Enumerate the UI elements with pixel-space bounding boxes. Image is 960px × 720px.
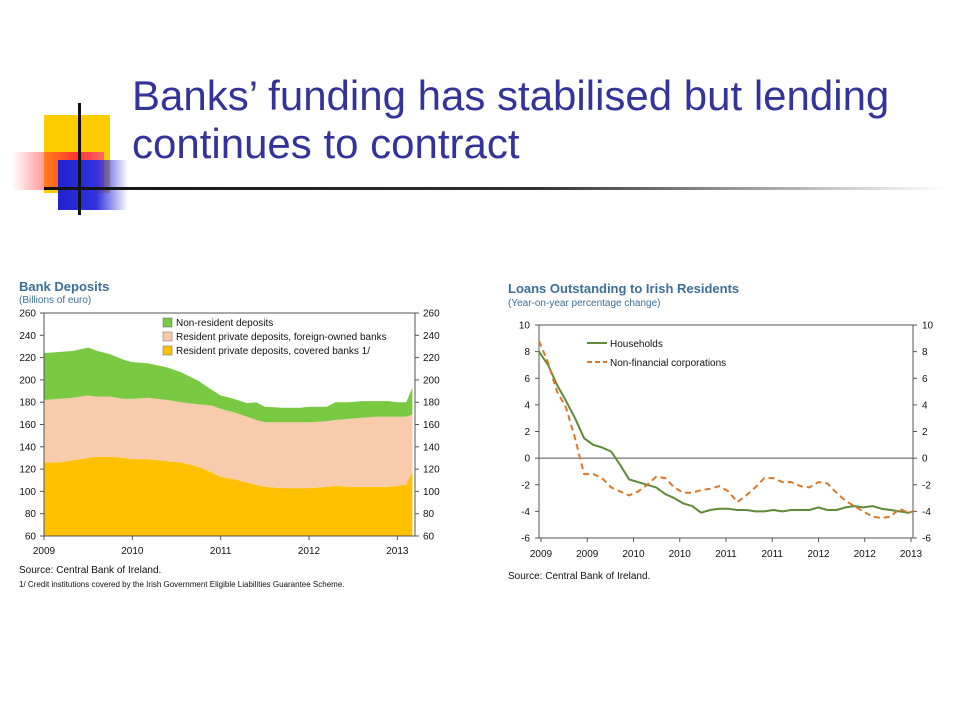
legend-label: Non-financial corporations — [610, 358, 726, 369]
y-tick-label-right: -6 — [922, 534, 931, 545]
y-tick-label-right: 160 — [423, 420, 440, 431]
x-tick-label: 2010 — [622, 549, 645, 560]
area-series-2 — [44, 395, 413, 489]
y-tick-label-left: -2 — [521, 480, 530, 491]
chart-1-footnote: 1/ Credit institutions covered by the Ir… — [19, 580, 345, 589]
y-tick-label-left: 4 — [524, 400, 530, 411]
y-tick-label-right: -2 — [922, 480, 931, 491]
y-tick-label-right: 140 — [423, 442, 440, 453]
y-tick-label-right: 2 — [922, 427, 928, 438]
y-tick-label-right: 8 — [922, 347, 928, 358]
x-tick-label: 2012 — [854, 549, 877, 560]
y-tick-label-right: 6 — [922, 374, 928, 385]
title-underline — [44, 187, 944, 190]
chart-2-title: Loans Outstanding to Irish Residents — [508, 281, 740, 296]
y-tick-label-right: 80 — [423, 509, 435, 520]
y-tick-label-left: 0 — [524, 454, 530, 465]
x-tick-label: 2010 — [121, 546, 144, 557]
y-tick-label-right: 4 — [922, 400, 928, 411]
y-tick-label-left: 80 — [25, 509, 37, 520]
x-tick-label: 2011 — [761, 549, 783, 560]
y-tick-label-left: 2 — [524, 427, 530, 438]
y-tick-label-left: 6 — [524, 374, 530, 385]
chart-1-subtitle: (Billions of euro) — [19, 295, 92, 306]
y-tick-label-right: -4 — [922, 507, 931, 518]
x-tick-label: 2011 — [715, 549, 737, 560]
legend-label: Resident private deposits, foreign-owned… — [176, 332, 387, 343]
y-tick-label-left: 120 — [19, 465, 36, 476]
y-tick-label-right: 120 — [423, 465, 440, 476]
y-tick-label-right: 10 — [922, 321, 934, 332]
legend-label: Non-resident deposits — [176, 318, 273, 329]
y-tick-label-left: 140 — [19, 442, 36, 453]
chart-1-title: Bank Deposits — [19, 279, 110, 294]
legend-swatch — [162, 317, 173, 328]
x-tick-label: 2013 — [386, 546, 409, 557]
slide-title: Banks’ funding has stabilised but lendin… — [132, 72, 890, 167]
legend-swatch — [162, 345, 173, 356]
chart-2-subtitle: (Year-on-year percentage change) — [508, 298, 661, 309]
x-tick-label: 2010 — [669, 549, 692, 560]
y-tick-label-left: -4 — [521, 507, 530, 518]
y-tick-label-right: 100 — [423, 487, 440, 498]
x-tick-label: 2009 — [530, 549, 553, 560]
chart-2-source: Source: Central Bank of Ireland. — [508, 571, 651, 582]
line-series-1 — [538, 351, 914, 514]
y-tick-label-right: 260 — [423, 309, 440, 320]
y-tick-label-left: 220 — [19, 353, 36, 364]
x-tick-label: 2012 — [298, 546, 321, 557]
y-tick-label-right: 220 — [423, 353, 440, 364]
y-tick-label-right: 180 — [423, 398, 440, 409]
y-tick-label-left: 60 — [25, 532, 37, 543]
x-tick-label: 2009 — [576, 549, 599, 560]
y-tick-label-left: 240 — [19, 331, 36, 342]
legend-label: Households — [610, 339, 663, 350]
y-tick-label-left: 10 — [519, 321, 531, 332]
y-tick-label-right: 0 — [922, 454, 928, 465]
line-series-2 — [538, 340, 914, 519]
y-tick-label-right: 240 — [423, 331, 440, 342]
y-tick-label-left: 180 — [19, 398, 36, 409]
decorative-blue-square — [58, 160, 128, 210]
chart-1-source: Source: Central Bank of Ireland. — [19, 565, 162, 576]
y-tick-label-right: 60 — [423, 532, 435, 543]
y-tick-label-left: 260 — [19, 309, 36, 320]
x-tick-label: 2009 — [33, 546, 56, 557]
y-tick-label-left: 8 — [524, 347, 530, 358]
y-tick-label-left: 160 — [19, 420, 36, 431]
y-tick-label-right: 200 — [423, 375, 440, 386]
y-tick-label-left: 200 — [19, 375, 36, 386]
area-series-3 — [44, 347, 413, 423]
x-tick-label: 2012 — [807, 549, 830, 560]
area-series-1 — [44, 456, 413, 536]
y-tick-label-left: 100 — [19, 487, 36, 498]
x-tick-label: 2011 — [210, 546, 232, 557]
legend-label: Resident private deposits, covered banks… — [176, 346, 370, 357]
decorative-vertical-line — [78, 103, 81, 215]
legend-swatch — [162, 331, 173, 342]
x-tick-label: 2013 — [900, 549, 923, 560]
y-tick-label-left: -6 — [521, 534, 530, 545]
